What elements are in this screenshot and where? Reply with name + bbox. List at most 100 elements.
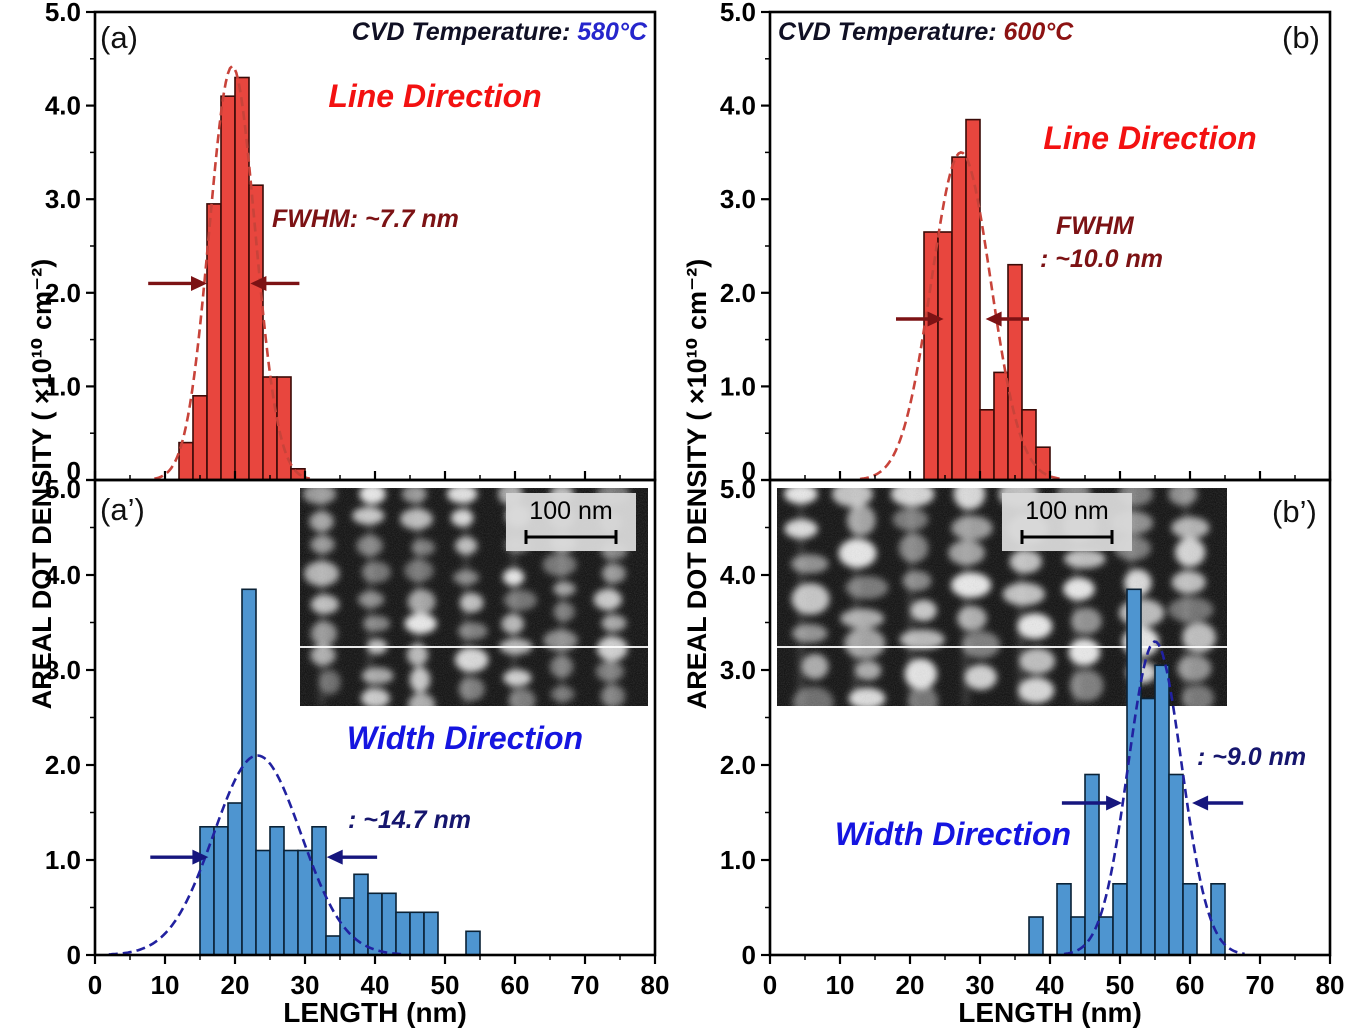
x-tick-label: 0	[88, 970, 102, 1000]
fwhm-annotation-b-line1: FWHM	[1056, 212, 1134, 240]
y-tick-label: 0	[67, 940, 81, 970]
gaussian-fit-curve	[154, 64, 311, 480]
y-tick-label: 3.0	[720, 184, 756, 214]
scalebar-box	[1002, 493, 1132, 551]
y-tick-label: 1.0	[45, 845, 81, 875]
y-tick-label: 0	[742, 456, 756, 486]
y-tick-label: 0	[67, 456, 81, 486]
histogram-bar	[241, 588, 257, 956]
gaussian-fit-curve	[108, 754, 405, 955]
x-tick-label: 60	[501, 970, 530, 1000]
x-tick-label: 10	[151, 970, 180, 1000]
panel-label-b-prime: (b’)	[1272, 494, 1317, 529]
histogram-bar	[1021, 408, 1037, 481]
x-axis-title-right: LENGTH (nm)	[958, 997, 1142, 1028]
x-tick-label: 40	[1036, 970, 1065, 1000]
fwhm-arrowhead	[1106, 795, 1123, 811]
histogram-bar	[1154, 664, 1170, 956]
x-tick-label: 40	[361, 970, 390, 1000]
panel-border	[768, 478, 1332, 957]
y-tick-label: 0	[742, 940, 756, 970]
fwhm-arrowhead	[326, 849, 343, 865]
y-tick-label: 3.0	[45, 655, 81, 685]
y-tick-label: 4.0	[45, 91, 81, 121]
cvd-temperature-b: CVD Temperature: 600°C	[778, 18, 1073, 47]
fwhm-annotation-b-prime: : ~9.0 nm	[1197, 743, 1307, 771]
x-tick-label: 20	[896, 970, 925, 1000]
histogram-bar	[465, 930, 481, 956]
width-direction-label-b-prime: Width Direction	[834, 816, 1072, 852]
histogram-bar	[255, 849, 271, 956]
histogram-bar	[1182, 882, 1198, 956]
y-tick-label: 5.0	[45, 474, 81, 504]
scalebar-label-a-prime: 100 nm	[529, 497, 613, 525]
panel-label-a-prime: (a’)	[100, 492, 145, 527]
x-tick-label: 70	[571, 970, 600, 1000]
histogram-bar	[409, 911, 425, 956]
histogram-bar	[395, 911, 411, 956]
histogram-bar	[1112, 882, 1128, 956]
histogram-bar	[951, 156, 967, 481]
histogram-bar	[234, 76, 250, 481]
fwhm-arrowhead	[191, 275, 207, 291]
histogram-bar	[937, 231, 953, 481]
y-tick-label: 2.0	[45, 750, 81, 780]
histogram-bar	[367, 892, 383, 956]
y-tick-label: 4.0	[720, 91, 756, 121]
histogram-bar	[1140, 697, 1156, 956]
histogram-bar	[923, 231, 939, 481]
panel-a_prime: 0 10 20 30 40 50 60 70 80 0 1.0 2.0 3.0 4.0 5.0	[45, 474, 670, 1000]
cvd-temp-label-b: CVD Temperature:	[778, 18, 1004, 46]
y-tick-label: 1.0	[720, 845, 756, 875]
histogram-bar	[1126, 588, 1142, 956]
fwhm-arrowhead	[927, 311, 944, 327]
fwhm-annotation-b-line2: : ~10.0 nm	[1040, 245, 1163, 273]
x-tick-label: 50	[1106, 970, 1135, 1000]
panel-b_prime: 0 10 20 30 40 50 60 70 80 0 1.0 2.0 3.0 4.0 5.0	[720, 474, 1345, 1000]
x-tick-label: 80	[641, 970, 670, 1000]
scalebar-box	[506, 493, 636, 551]
x-tick-label: 10	[826, 970, 855, 1000]
x-tick-label: 30	[966, 970, 995, 1000]
y-axis-title-right: AREAL DOT DENSITY ( ×10¹⁰ cm⁻²)	[682, 258, 712, 710]
y-tick-label: 3.0	[45, 184, 81, 214]
histogram-bar	[213, 825, 229, 956]
x-tick-label: 30	[291, 970, 320, 1000]
y-tick-label: 3.0	[720, 655, 756, 685]
fwhm-annotation-b: FWHM : ~10.0 nm	[1040, 210, 1163, 276]
fwhm-annotation-a-prime: : ~14.7 nm	[348, 806, 471, 834]
histogram-bar	[269, 825, 285, 956]
sem-inset-b_prime	[777, 488, 1227, 706]
y-tick-label: 2.0	[720, 750, 756, 780]
x-tick-label: 20	[221, 970, 250, 1000]
histogram-bar	[423, 911, 439, 956]
y-tick-label: 4.0	[720, 560, 756, 590]
histogram-bar	[283, 849, 299, 956]
y-tick-label: 2.0	[720, 278, 756, 308]
y-tick-label: 5.0	[720, 0, 756, 27]
y-axis-title-left: AREAL DOT DENSITY ( ×10¹⁰ cm⁻²)	[27, 258, 57, 710]
x-tick-label: 70	[1246, 970, 1275, 1000]
width-direction-label-a-prime: Width Direction	[346, 720, 584, 756]
scalebar-label-b-prime: 100 nm	[1025, 497, 1109, 525]
histogram-bar	[1035, 446, 1051, 481]
x-tick-label: 80	[1316, 970, 1345, 1000]
histogram-bar	[1168, 773, 1184, 956]
fwhm-annotation-a: FWHM: ~7.7 nm	[272, 205, 459, 233]
histogram-bar	[1098, 916, 1114, 956]
gaussian-fit-curve	[859, 151, 1062, 480]
fwhm-arrowhead	[250, 275, 267, 291]
x-tick-label: 0	[763, 970, 777, 1000]
histogram-bar	[1056, 882, 1072, 956]
panel-label-b: (b)	[1282, 20, 1320, 55]
cvd-temp-label-a: CVD Temperature:	[351, 18, 578, 46]
fwhm-arrowhead	[1192, 795, 1209, 811]
y-tick-label: 1.0	[720, 371, 756, 401]
histogram-bar	[1007, 263, 1023, 481]
histogram-bar	[339, 897, 355, 956]
panel-border	[93, 478, 657, 957]
histogram-bar	[297, 849, 313, 956]
cvd-temp-value-b: 600°C	[1003, 18, 1074, 46]
cvd-temp-value-a: 580°C	[577, 18, 647, 46]
y-tick-label: 4.0	[45, 560, 81, 590]
